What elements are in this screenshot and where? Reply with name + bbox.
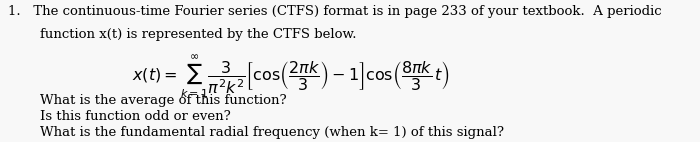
Text: What is the average of this function?: What is the average of this function? [40,94,287,107]
Text: What is the fundamental radial frequency (when k= 1) of this signal?: What is the fundamental radial frequency… [40,127,504,139]
Text: function x(t) is represented by the CTFS below.: function x(t) is represented by the CTFS… [40,28,357,41]
Text: 1.   The continuous-time Fourier series (CTFS) format is in page 233 of your tex: 1. The continuous-time Fourier series (C… [8,5,662,18]
Text: $x\left(t\right) = \sum_{k=1}^{\infty} \dfrac{3}{\pi^2 k^2} \left[\cos\!\left(\d: $x\left(t\right) = \sum_{k=1}^{\infty} \… [132,54,450,100]
Text: Is this function odd or even?: Is this function odd or even? [40,110,231,123]
